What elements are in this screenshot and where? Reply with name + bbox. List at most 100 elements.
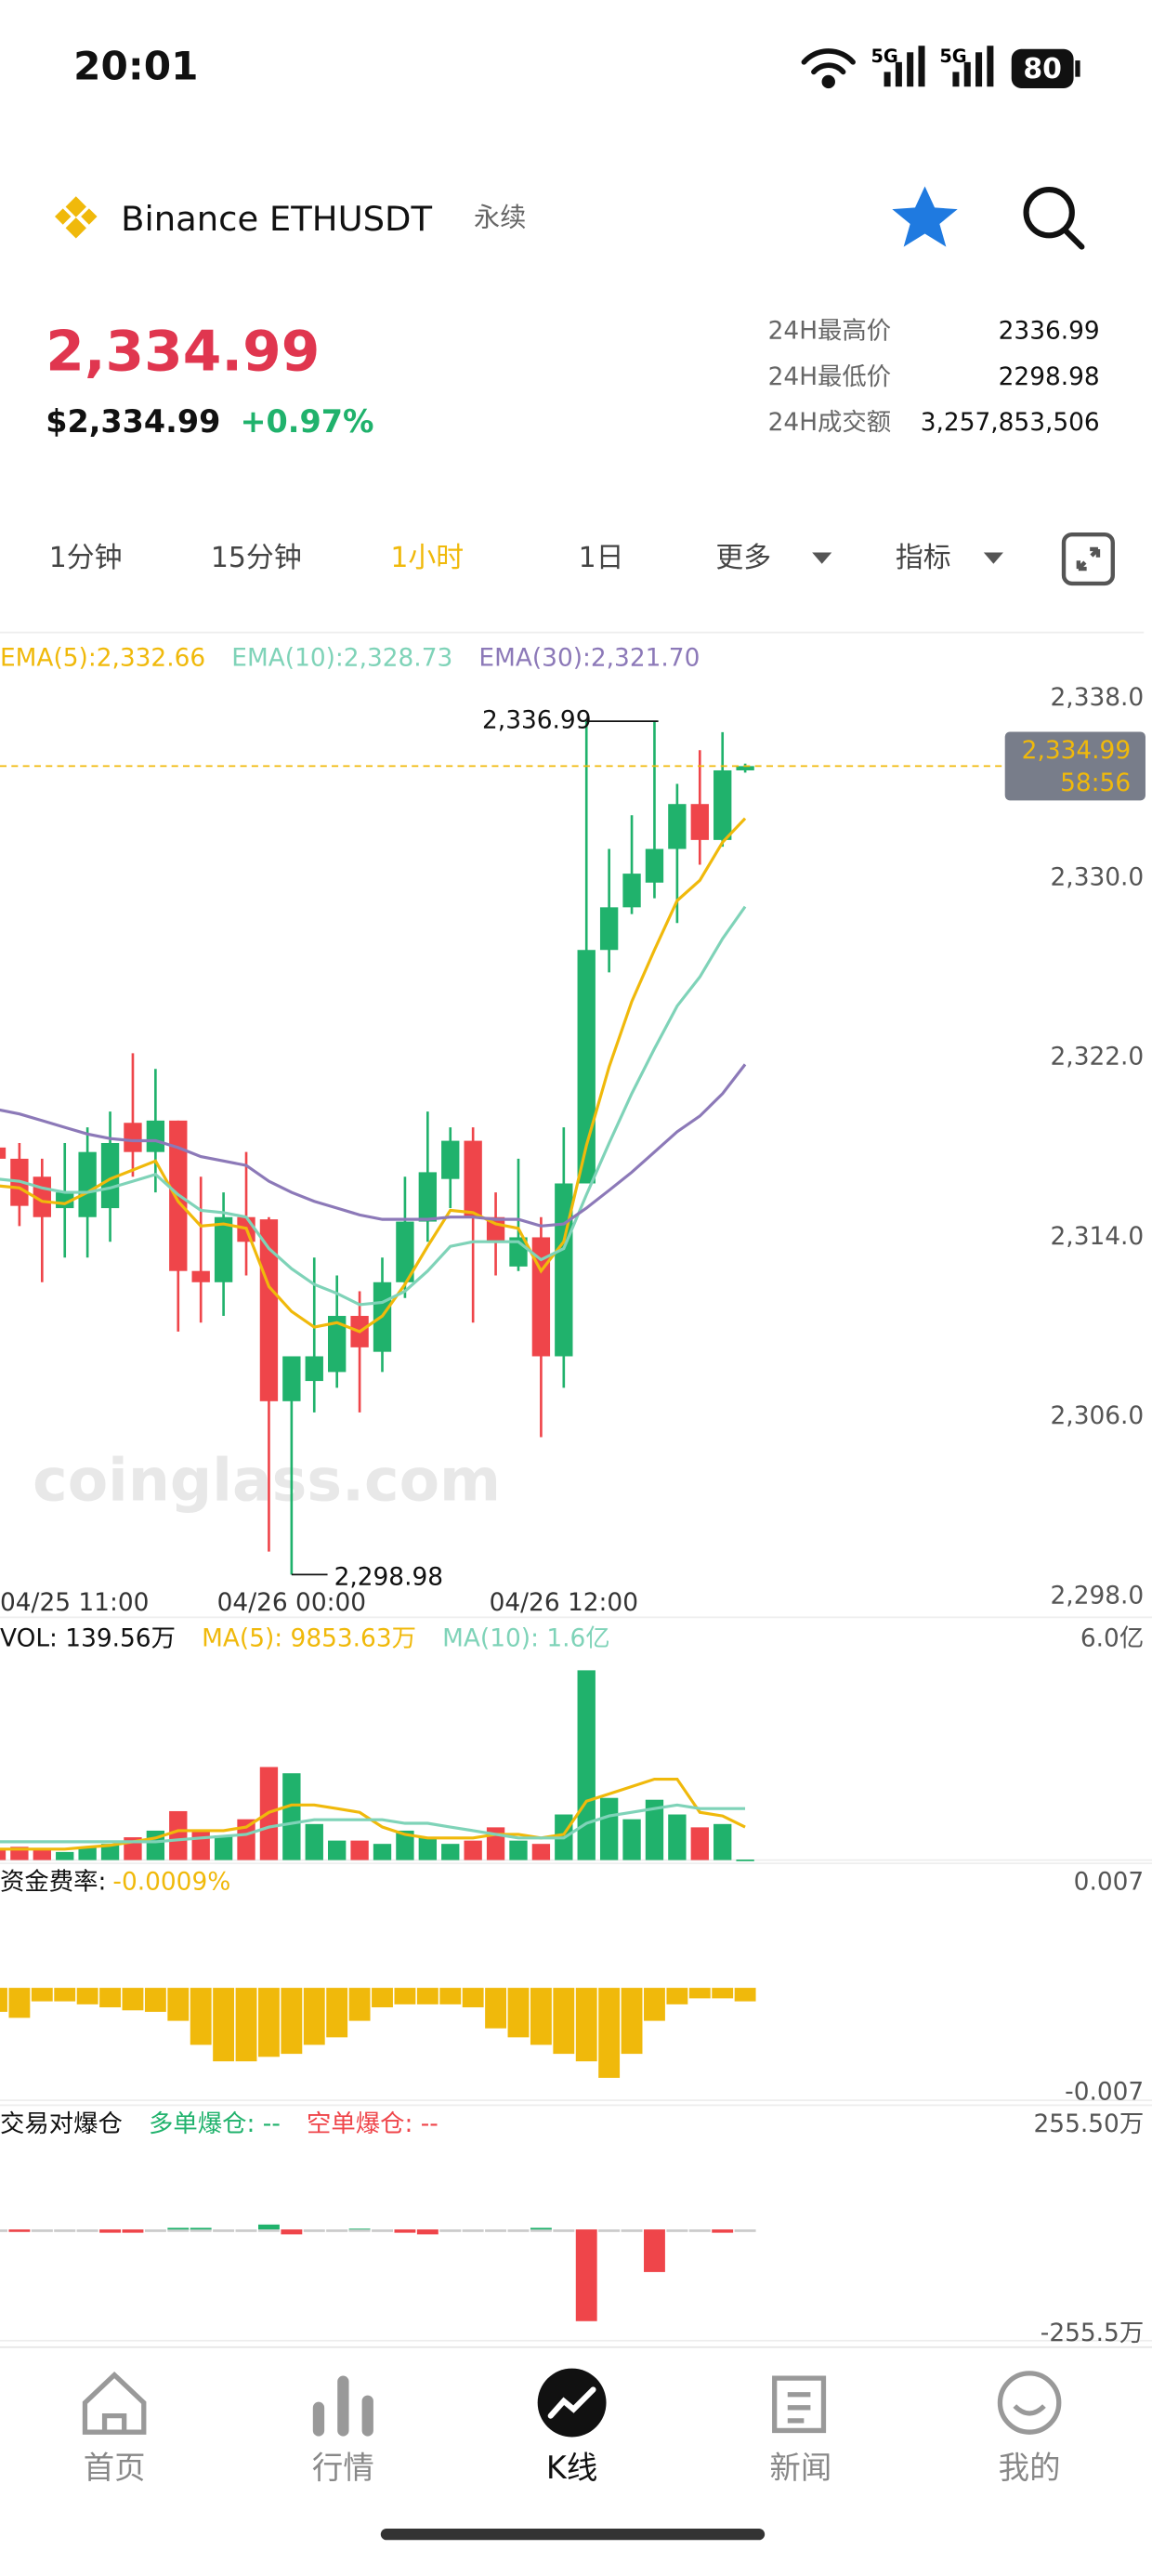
signal-label: 5G [939,46,966,67]
bar [167,2229,190,2232]
bar [31,2229,53,2232]
bar [76,2229,98,2232]
bar [76,1988,98,2004]
bar [441,1844,460,1860]
nav-label[interactable]: 新闻 [769,2450,831,2486]
signal-icon [952,46,994,87]
bar [644,2229,665,2272]
bar [577,1670,596,1860]
bar [396,1830,414,1860]
bar [99,2229,121,2233]
bar [598,2229,621,2232]
nav-label[interactable]: 行情 [312,2450,374,2486]
candle-body [191,1270,210,1282]
bar [462,1988,484,2008]
indicator-line [0,1063,747,1228]
bar [530,2228,552,2230]
bar [54,1988,76,2002]
bar [191,1830,210,1860]
countdown: 58:56 [1060,769,1131,797]
bar [734,1988,756,2002]
home-indicator [380,2528,766,2541]
indicator-line [0,1803,746,1844]
bar [214,1835,233,1860]
bar [54,2229,76,2232]
bar [350,1840,369,1860]
stat-label: 24H成交额 [768,409,892,437]
favorite-button[interactable] [892,186,958,247]
bar [713,1823,732,1860]
bar [690,1827,709,1860]
bar [303,1988,325,2045]
bar [56,1851,74,1860]
bar [122,1988,144,2011]
bar [530,1988,552,2045]
nav-label[interactable]: 首页 [84,2450,146,2486]
search-button[interactable] [1023,186,1085,250]
bar [418,1837,438,1860]
interval-tab[interactable]: 更多 [715,542,771,574]
bar [553,1988,575,2055]
max-label: 2,336.99 [482,707,591,735]
bar [485,1988,507,2029]
bar [281,1988,303,2055]
bar [372,2229,393,2232]
bar [31,1988,53,2002]
bar [688,2229,711,2232]
bar [328,1840,347,1860]
interval-tab[interactable]: 1分钟 [49,542,123,574]
bar [416,2229,439,2235]
bar [372,1988,393,2008]
candle-body [305,1356,323,1382]
bar [531,1844,551,1860]
bar [621,2229,643,2232]
candle-body [645,848,664,883]
candle-body [328,1316,347,1373]
bar [0,1848,7,1860]
candle-body [736,766,754,770]
candle-body [599,907,619,951]
bar [666,1988,688,2004]
binance-logo [55,196,98,239]
bar [688,1988,711,1999]
interval-tab[interactable]: 15分钟 [211,542,302,574]
bar [235,1988,257,2062]
candle-body [259,1219,279,1401]
bar [394,1988,416,2004]
fullscreen-button[interactable] [1061,532,1115,586]
panel-title: 交易对爆仓 [0,2110,123,2138]
bar [598,1988,621,2078]
x-tick-label: 04/26 12:00 [490,1589,638,1617]
candle-body [464,1140,482,1217]
interval-tab[interactable]: 1日 [579,542,624,574]
nav-label[interactable]: 我的 [999,2450,1061,2486]
y-tick-label: 255.50万 [1034,2110,1145,2138]
interval-tab[interactable]: 1小时 [390,542,464,574]
nav-label[interactable]: K线 [546,2450,597,2486]
bar [666,2229,688,2232]
y-tick-label: 2,314.0 [1051,1223,1145,1251]
bar [122,2229,144,2233]
dropdown-arrow [983,552,1003,564]
bar [712,1988,734,1999]
bar [99,1988,121,2008]
bar [575,1988,597,2062]
bar [530,2229,552,2232]
bar [282,1773,301,1860]
candle-body [282,1356,301,1401]
bar [622,1819,641,1860]
candle-body [441,1140,460,1179]
bar [258,2229,280,2232]
stat-label: 24H最低价 [768,363,892,391]
bar [348,1988,371,2021]
bar [0,1988,7,2012]
nav-kline-icon [537,2368,607,2438]
bar [213,2229,235,2232]
bar [8,2229,31,2232]
bar [439,1988,462,2004]
bar [668,1814,687,1860]
bar [167,1988,190,2021]
bar [507,1988,530,2038]
interval-tab[interactable]: 指标 [896,542,951,574]
